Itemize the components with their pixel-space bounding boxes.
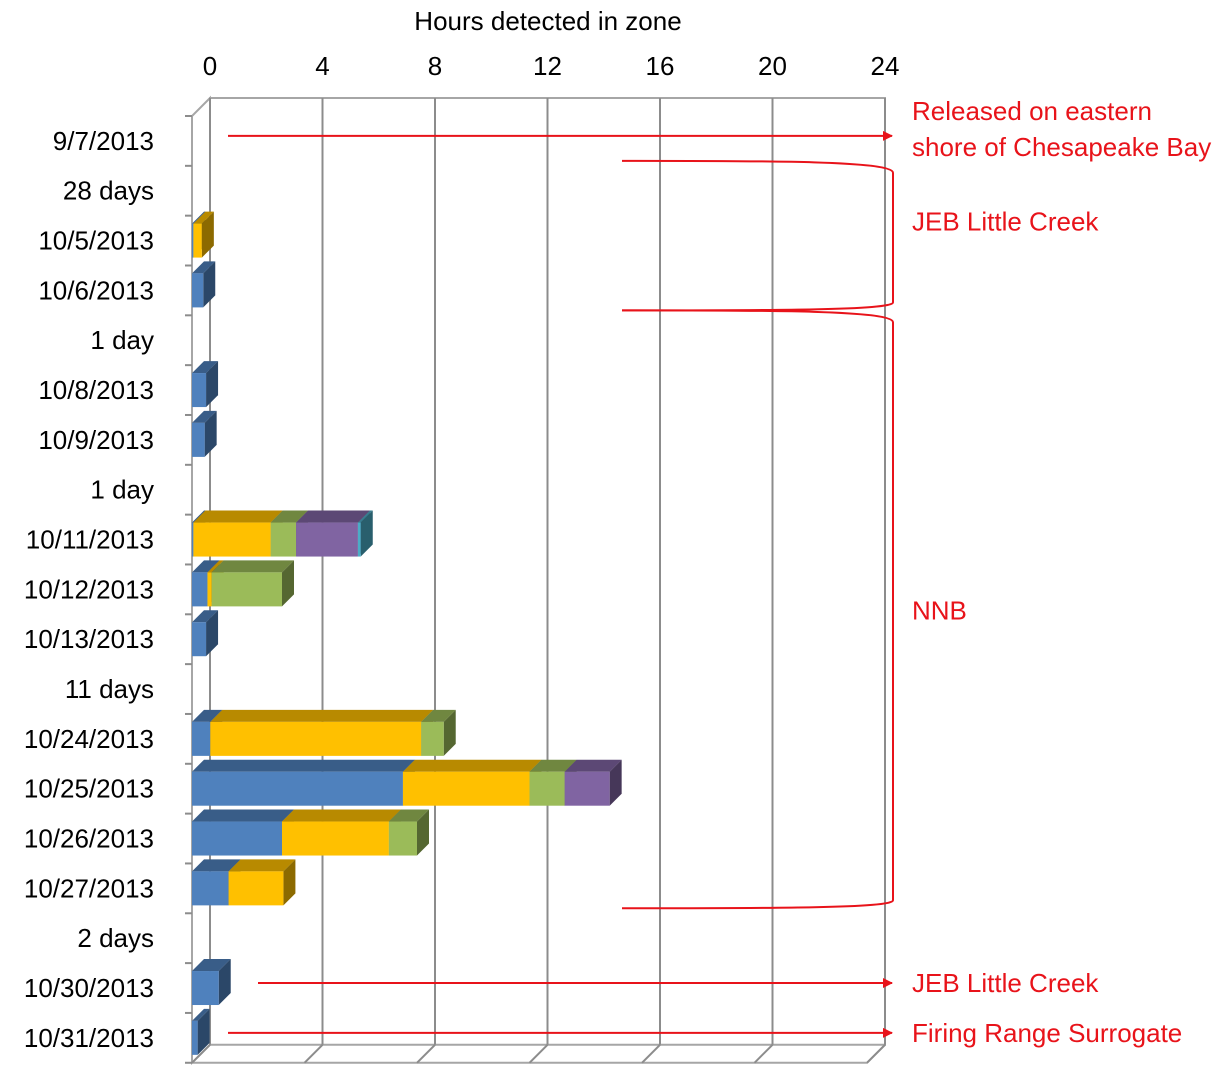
bar-segment (388, 809, 429, 856)
bar-segment (282, 809, 401, 856)
bar-segment (192, 1008, 210, 1055)
bar-segment (211, 560, 294, 607)
annotation-bracket: NNB (621, 309, 967, 910)
bar-segment (193, 211, 214, 258)
floor-gridline (641, 1044, 661, 1064)
annotation-label: shore of Chesapeake Bay (912, 132, 1211, 162)
bar-segment (228, 859, 296, 906)
y-tick-label: 10/12/2013 (24, 574, 154, 604)
floor-gridline (303, 1044, 324, 1064)
y-tick-label: 11 days (65, 674, 154, 704)
x-tick-labels: 0 4 8 12 16 20 24 (203, 51, 900, 81)
bar-segment (421, 709, 456, 756)
bar-segment (192, 610, 219, 657)
gridlines (191, 98, 886, 1064)
y-tick-label: 10/9/2013 (38, 425, 154, 455)
x-tick-label: 8 (428, 51, 442, 81)
annotation-label: JEB Little Creek (912, 968, 1099, 998)
annotation-label: JEB Little Creek (912, 207, 1099, 237)
annotation-label: Released on eastern (912, 96, 1152, 126)
annotation-arrow: JEB Little Creek (258, 968, 1099, 998)
y-tick-label: 10/30/2013 (24, 973, 154, 1003)
x-tick-label: 16 (646, 51, 675, 81)
bar-segment (192, 261, 216, 308)
y-tick-label: 10/11/2013 (26, 525, 154, 555)
y-tick-labels: 9/7/2013 28 days 10/5/2013 10/6/2013 1 day 10… (24, 115, 192, 1064)
bar-segment (192, 759, 415, 806)
annotation-label: NNB (912, 595, 967, 625)
y-tick-label: 1 day (90, 325, 154, 355)
bar-segment (192, 410, 217, 457)
y-tick-label: 10/25/2013 (24, 774, 154, 804)
y-tick-label: 2 days (77, 923, 154, 953)
floor-gridline (866, 1044, 886, 1064)
y-tick-label: 10/27/2013 (24, 873, 154, 903)
y-tick-label: 10/8/2013 (38, 375, 154, 405)
bar-segment (192, 959, 231, 1006)
y-tick-label: 28 days (63, 176, 154, 206)
y-tick-label: 10/6/2013 (38, 275, 154, 305)
bar-segment (192, 809, 294, 856)
y-tick-label: 10/13/2013 (24, 624, 154, 654)
x-tick-label: 12 (533, 51, 562, 81)
chart-back-wall (191, 95, 886, 1066)
x-axis-title: Hours detected in zone (414, 6, 681, 36)
annotation-arrow: Firing Range Surrogate (228, 1018, 1182, 1048)
bar-segment (192, 361, 219, 408)
x-tick-label: 24 (871, 51, 900, 81)
bar-segment (193, 510, 283, 557)
floor-gridline (191, 1044, 211, 1064)
y-tick-label: 10/31/2013 (24, 1023, 154, 1053)
y-tick-label: 10/24/2013 (24, 724, 154, 754)
y-tick-label: 9/7/2013 (53, 126, 154, 156)
bar-segment (402, 759, 542, 806)
x-tick-label: 20 (758, 51, 787, 81)
annotations: Released on eastern shore of Chesapeake B… (228, 96, 1211, 1048)
bar-segment (357, 510, 373, 557)
bar-segment (564, 759, 622, 806)
bars (192, 211, 622, 1055)
floor-gridline (416, 1044, 436, 1064)
y-tick-label: 1 day (90, 475, 154, 505)
x-tick-label: 4 (315, 51, 329, 81)
annotation-label: Firing Range Surrogate (912, 1018, 1182, 1048)
y-tick-label: 10/5/2013 (38, 226, 154, 256)
floor-gridline (753, 1044, 774, 1064)
bar-segment (210, 709, 434, 756)
annotation-bracket: JEB Little Creek (621, 159, 1099, 312)
y-tick-label: 10/26/2013 (24, 824, 154, 854)
floor-gridline (528, 1044, 549, 1064)
annotation-arrow: Released on eastern shore of Chesapeake B… (228, 96, 1211, 162)
x-tick-label: 0 (203, 51, 217, 81)
